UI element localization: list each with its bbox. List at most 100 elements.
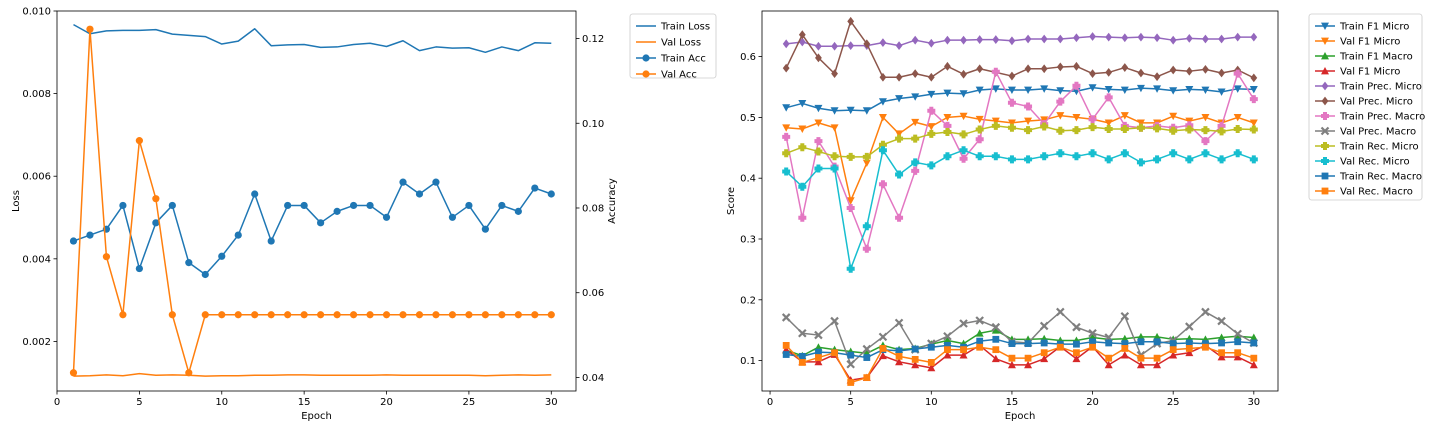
data-point [911,118,920,127]
data-point [201,311,209,319]
x-axis-label: Epoch [1005,411,1036,422]
data-point [531,311,539,319]
data-point [991,117,1000,126]
legend-label: Train Rec. Micro [1339,142,1419,153]
x-tick-label: 5 [848,397,854,408]
y-tick-label: 0.4 [740,174,756,185]
data-point [1234,32,1242,42]
data-point [86,231,94,239]
data-point [119,201,127,210]
data-point [1218,34,1225,44]
legend-label: Val Rec. Micro [1340,157,1410,168]
x-stroke [943,332,952,341]
legend-item: Val Prec. Macro [1315,127,1416,138]
data-point [1056,126,1065,135]
data-point [1089,338,1096,346]
data-point [991,152,1000,161]
data-point [1007,360,1016,369]
data-point [798,359,806,366]
data-point [927,359,935,366]
legend-box [1308,13,1423,201]
data-point [878,114,887,122]
data-point [1024,354,1032,362]
data-point [300,311,308,319]
plot-frame [761,10,1279,392]
data-point [317,219,325,227]
data-point [911,69,919,79]
data-point [1234,338,1242,346]
legend: Train Loss Val Loss Train Acc Val Acc [629,13,717,81]
legend: Train F1 Micro Val F1 Micro Train F1 Macro… [1308,13,1425,201]
legend-label: Train Prec. Macro [1339,112,1425,123]
data-point [1201,114,1210,122]
data-point [814,119,823,127]
data-point [1153,85,1162,93]
data-point [1056,307,1065,317]
data-point [465,201,473,210]
data-point [267,311,275,319]
data-point [349,311,358,319]
data-point [498,311,506,319]
data-point [1024,155,1033,164]
data-point [927,363,936,372]
data-point [1169,87,1178,95]
data-point [911,355,919,363]
y-tick-label: 0.1 [740,356,756,367]
data-point [847,351,855,359]
data-point [1024,340,1032,347]
data-point [366,201,374,210]
data-point [782,104,791,112]
data-point [815,41,822,51]
data-point [944,35,951,45]
data-point [135,137,143,145]
data-point [830,152,839,161]
series-val-rec-micro [782,146,1258,273]
data-point [317,311,325,319]
data-point [1136,158,1145,167]
data-point [1007,123,1016,132]
data-point [1120,149,1129,158]
data-point [879,72,887,82]
data-point [1185,66,1193,76]
data-point [1040,85,1049,93]
x-tick-label: 15 [1006,397,1019,408]
legend-label: Train Loss [660,22,710,33]
data-point [547,311,555,319]
data-point [798,182,807,191]
data-point [927,123,936,131]
data-point [1217,127,1226,136]
data-point [1201,307,1210,317]
data-point [1073,340,1080,348]
data-point [448,213,457,221]
data-point [366,311,374,319]
data-point [152,195,160,203]
x-stroke [781,313,791,322]
data-point [991,121,1000,130]
series-val-f1-micro [782,112,1258,205]
data-point [814,147,823,156]
x-tick-label: 30 [545,397,558,408]
data-point [830,107,839,115]
data-point [862,107,871,115]
legend-box [629,13,717,79]
data-point [846,264,855,273]
data-point [1136,123,1145,132]
data-point [1105,354,1113,362]
data-point [975,115,984,124]
x-stroke [814,330,823,340]
data-point [782,149,791,158]
data-point [927,38,935,48]
y-right-tick-label: 0.12 [582,34,604,45]
data-point [119,311,127,319]
legend-label: Val Prec. Macro [1340,127,1416,138]
data-point [814,104,823,113]
x-tick-label: 20 [1086,397,1099,408]
data-point [1024,86,1033,95]
series-line [786,114,1255,202]
series-group [69,23,555,377]
legend-item: Train Loss [636,22,710,33]
data-point [1024,34,1032,44]
data-point [992,346,1000,354]
data-point [1185,322,1194,331]
data-point [218,252,226,260]
